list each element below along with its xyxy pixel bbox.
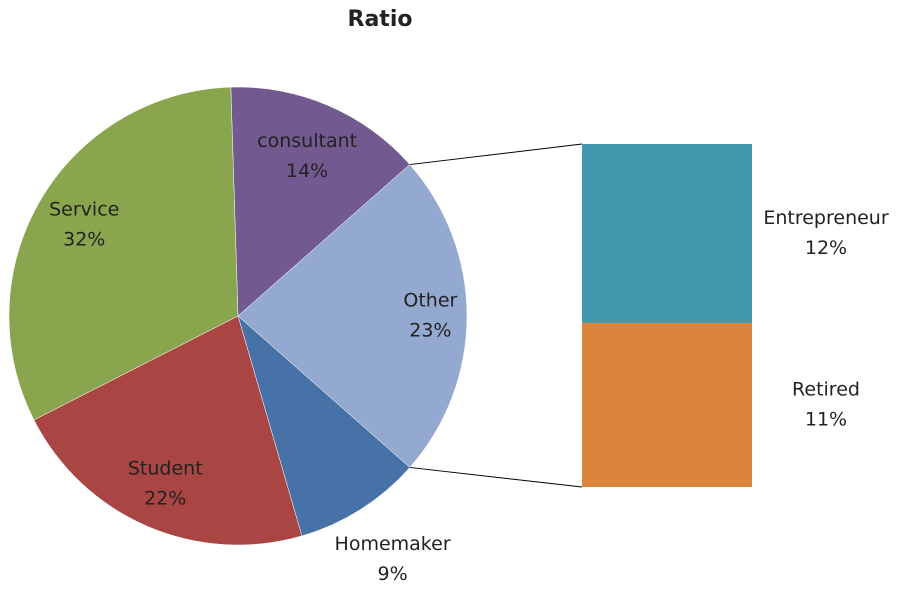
pie-slice: [8, 86, 239, 421]
chart-title: Ratio: [348, 7, 413, 32]
slice-label: Homemaker: [335, 533, 451, 555]
connector-line: [409, 466, 583, 488]
pie-slice: [237, 164, 468, 468]
slice-value-label: 32%: [63, 229, 105, 251]
slice-label: consultant: [257, 130, 357, 152]
pie-slice: [237, 315, 411, 537]
slice-label: Service: [49, 199, 119, 221]
pie-slice: [230, 86, 411, 317]
breakdown-label: Entrepreneur: [763, 207, 888, 229]
breakdown-value-label: 11%: [805, 408, 847, 430]
slice-value-label: 23%: [409, 320, 451, 342]
slice-label: Other: [403, 290, 457, 312]
breakdown-label: Retired: [792, 378, 860, 400]
slice-value-label: 14%: [286, 160, 328, 182]
breakdown-bar: [582, 144, 752, 323]
breakdown-bar: [582, 322, 752, 487]
slice-value-label: 9%: [378, 563, 408, 585]
breakdown-value-label: 12%: [805, 237, 847, 259]
slice-value-label: 22%: [144, 488, 186, 510]
pie-slice: [33, 315, 303, 546]
connector-line: [409, 143, 583, 166]
slice-label: Student: [128, 458, 203, 480]
